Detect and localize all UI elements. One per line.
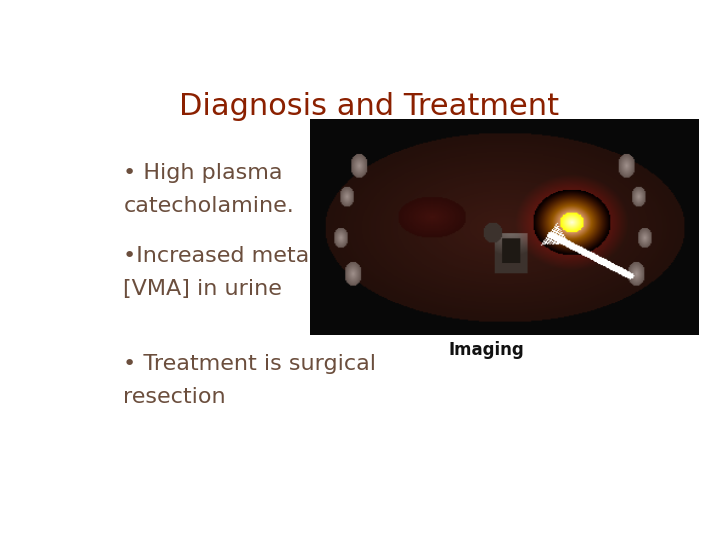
Text: resection: resection <box>124 387 226 408</box>
Text: Diagnosis and Treatment: Diagnosis and Treatment <box>179 92 559 121</box>
Text: •Increased metabolites: •Increased metabolites <box>124 246 384 266</box>
Text: catecholamine.: catecholamine. <box>124 196 294 216</box>
Text: • Treatment is surgical: • Treatment is surgical <box>124 354 377 374</box>
Text: • High plasma: • High plasma <box>124 163 283 183</box>
Text: Imaging: Imaging <box>449 341 524 359</box>
Text: [VMA] in urine: [VMA] in urine <box>124 279 282 299</box>
